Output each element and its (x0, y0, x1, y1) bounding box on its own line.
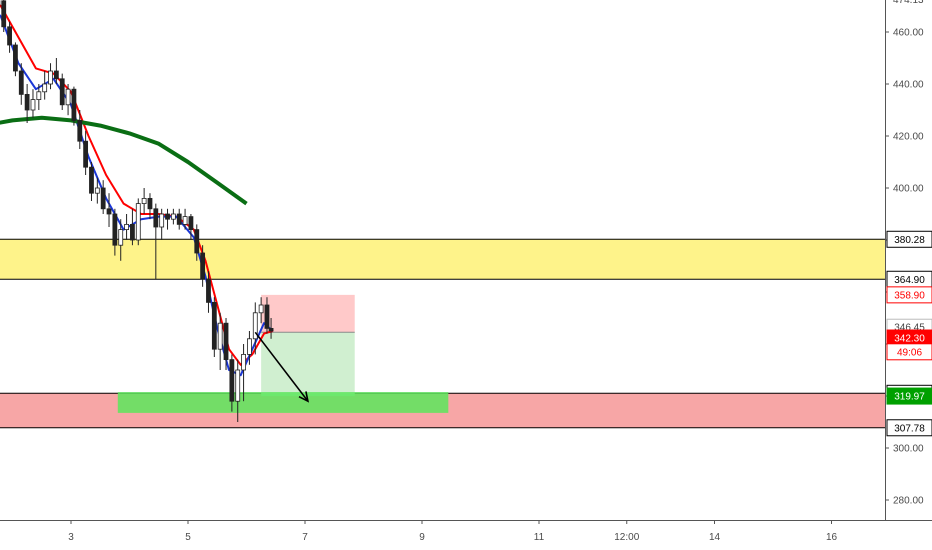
candle-body (1, 0, 7, 28)
candle-body (176, 213, 182, 225)
x-tick-label: 3 (68, 532, 74, 543)
candle-body (77, 120, 83, 142)
x-tick-label: 11 (534, 532, 545, 543)
take-profit-area[interactable] (261, 332, 355, 397)
candle-body (141, 197, 147, 204)
price-tag-label: 307.78 (894, 423, 925, 434)
candle-body (268, 327, 274, 332)
candle-body (170, 213, 176, 220)
x-tick-label: 5 (185, 532, 191, 543)
candle-body (211, 301, 217, 350)
y-tick-label: 280.00 (893, 496, 924, 507)
candle-body (48, 70, 53, 85)
candle-body (194, 229, 200, 254)
candle-body (130, 223, 135, 241)
candle-body (94, 187, 100, 194)
axes-layer (0, 0, 932, 521)
candle-body (217, 322, 223, 350)
candle-body (42, 83, 48, 93)
price-tag-box[interactable] (886, 286, 932, 304)
candle-body (135, 203, 141, 241)
y-top-clipped-label: 474.13 (893, 0, 924, 6)
candle-body (112, 213, 118, 246)
y-tick-label: 460.00 (893, 28, 924, 39)
candle-body (13, 44, 18, 72)
x-tick-label: 14 (709, 532, 721, 543)
candle-body (188, 216, 194, 231)
y-tick-label: 400.00 (893, 184, 924, 195)
candle-body (53, 70, 59, 80)
candle-body (223, 322, 229, 361)
candle-body (18, 70, 24, 95)
candle-body (159, 213, 165, 228)
candle-body (36, 91, 42, 101)
candle-body (89, 166, 94, 194)
candle-body (65, 88, 71, 106)
price-tag-box[interactable] (886, 343, 932, 361)
down-arrow-shaft (254, 331, 309, 402)
price-tag-box[interactable] (886, 230, 932, 248)
position-layer (117, 294, 449, 413)
price-tag-label: 364.90 (894, 275, 925, 286)
arrow-layer (254, 331, 310, 403)
x-tick-label: 12:00 (614, 532, 639, 543)
candle-body (7, 26, 12, 46)
candle-body (83, 140, 89, 168)
candle-body (30, 99, 36, 111)
price-tag-box[interactable] (886, 387, 932, 405)
y-tick-label: 300.00 (893, 444, 924, 455)
x-tick-label: 9 (419, 532, 425, 543)
down-arrow-head-icon (298, 391, 310, 403)
candle-body (206, 278, 211, 303)
candle-body (165, 213, 170, 220)
price-tag-label: 49:06 (897, 347, 922, 358)
candle-body (258, 304, 264, 314)
candle-body (71, 88, 77, 121)
target-band[interactable] (117, 392, 449, 413)
candles-layer (0, 0, 274, 422)
x-axis-ticks: 3 5 7 9 11 12:00 14 16 (68, 520, 837, 543)
candle-body (264, 304, 270, 329)
candle-body (24, 94, 30, 111)
price-tags: 380.28364.90358.90346.45342.3049:06321.0… (886, 230, 932, 437)
resistance-zone[interactable] (0, 239, 885, 280)
candle-body (229, 359, 235, 402)
candle-body (182, 216, 188, 225)
candle-body (118, 229, 124, 246)
candle-body (200, 252, 206, 280)
candle-body (124, 223, 129, 230)
stop-loss-area[interactable] (261, 294, 355, 333)
candle-body (247, 338, 252, 355)
price-tag-label: 346.45 (894, 323, 925, 334)
price-tag-label: 358.90 (894, 290, 925, 301)
price-tag-label: 380.28 (894, 235, 925, 246)
price-tag-label: 342.30 (894, 334, 925, 345)
candle-body (241, 353, 246, 371)
y-tick-label: 440.00 (893, 80, 924, 91)
candle-body (235, 369, 241, 402)
candle-body (100, 187, 106, 210)
candle-body (147, 197, 153, 210)
x-tick-label: 16 (826, 532, 838, 543)
candle-body (252, 312, 258, 340)
candle-body (59, 78, 65, 106)
y-tick-label: 420.00 (893, 132, 924, 143)
price-tag-label: 319.97 (894, 392, 925, 403)
candle-body (106, 208, 112, 215)
price-tag-box[interactable] (886, 419, 932, 437)
moving-average-line-3[interactable] (0, 115, 248, 206)
x-tick-label: 7 (302, 532, 308, 543)
candle-body (153, 208, 159, 228)
